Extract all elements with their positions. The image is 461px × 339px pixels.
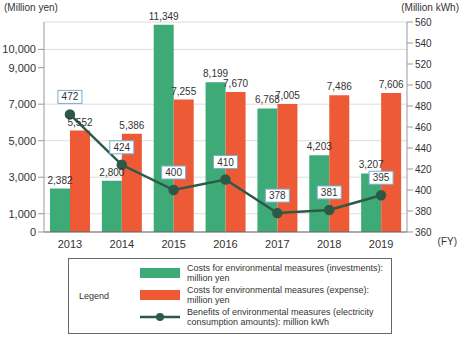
svg-text:472: 472 (62, 91, 79, 102)
svg-text:440: 440 (415, 143, 432, 154)
svg-text:2014: 2014 (110, 238, 134, 250)
svg-text:460: 460 (415, 122, 432, 133)
svg-text:7,486: 7,486 (327, 81, 352, 92)
svg-text:7,005: 7,005 (275, 90, 300, 101)
svg-text:3,207: 3,207 (359, 159, 384, 170)
svg-text:10,000: 10,000 (8, 43, 36, 55)
html-text:Costs for environmental measur: Costs for environmental measures (invest… (187, 263, 384, 283)
svg-text:5,552: 5,552 (67, 117, 92, 128)
svg-text:5,000: 5,000 (8, 135, 36, 147)
svg-text:2018: 2018 (317, 238, 341, 250)
svg-text:540: 540 (415, 38, 432, 49)
svg-text:520: 520 (415, 59, 432, 70)
html-text:(FY): (FY) (437, 236, 457, 247)
svg-text:8,199: 8,199 (203, 68, 229, 80)
svg-text:420: 420 (415, 164, 432, 175)
svg-text:381: 381 (321, 187, 338, 198)
svg-text:4,203: 4,203 (307, 141, 332, 152)
html-text:(Million yen): (Million yen) (4, 2, 58, 13)
svg-text:2,382: 2,382 (47, 175, 72, 186)
svg-text:395: 395 (373, 172, 390, 183)
html-text:Benefits of environmental meas: Benefits of environmental measures (elec… (187, 307, 374, 327)
svg-text:410: 410 (217, 157, 234, 168)
svg-text:9,000: 9,000 (8, 62, 36, 74)
svg-text:360: 360 (415, 227, 432, 238)
svg-text:2,800: 2,800 (99, 167, 124, 178)
svg-text:2016: 2016 (213, 238, 237, 250)
svg-text:380: 380 (415, 206, 432, 217)
html-text:Legend: Legend (79, 291, 109, 301)
svg-text:400: 400 (165, 167, 182, 178)
svg-text:378: 378 (269, 190, 286, 201)
svg-text:1,000: 1,000 (8, 208, 36, 220)
svg-text:11,349: 11,349 (149, 11, 179, 22)
svg-text:424: 424 (113, 142, 130, 153)
svg-text:480: 480 (415, 101, 432, 112)
svg-text:2015: 2015 (161, 238, 185, 250)
html-text:Costs for environmental measur: Costs for environmental measures (expens… (187, 285, 370, 305)
svg-text:7,606: 7,606 (379, 79, 404, 90)
svg-text:7,000: 7,000 (8, 98, 36, 110)
svg-text:560: 560 (415, 17, 432, 28)
svg-text:500: 500 (415, 80, 432, 91)
svg-text:3,000: 3,000 (8, 171, 36, 183)
svg-text:2013: 2013 (58, 238, 82, 250)
svg-text:7,670: 7,670 (223, 78, 248, 89)
svg-text:2019: 2019 (369, 238, 393, 250)
html-text:(Million kWh): (Million kWh) (401, 2, 459, 13)
svg-text:5,386: 5,386 (119, 120, 144, 131)
svg-text:0: 0 (30, 226, 36, 238)
svg-text:2017: 2017 (265, 238, 289, 250)
svg-text:7,255: 7,255 (171, 86, 196, 97)
svg-text:6,768: 6,768 (254, 94, 280, 106)
svg-text:400: 400 (415, 185, 432, 196)
